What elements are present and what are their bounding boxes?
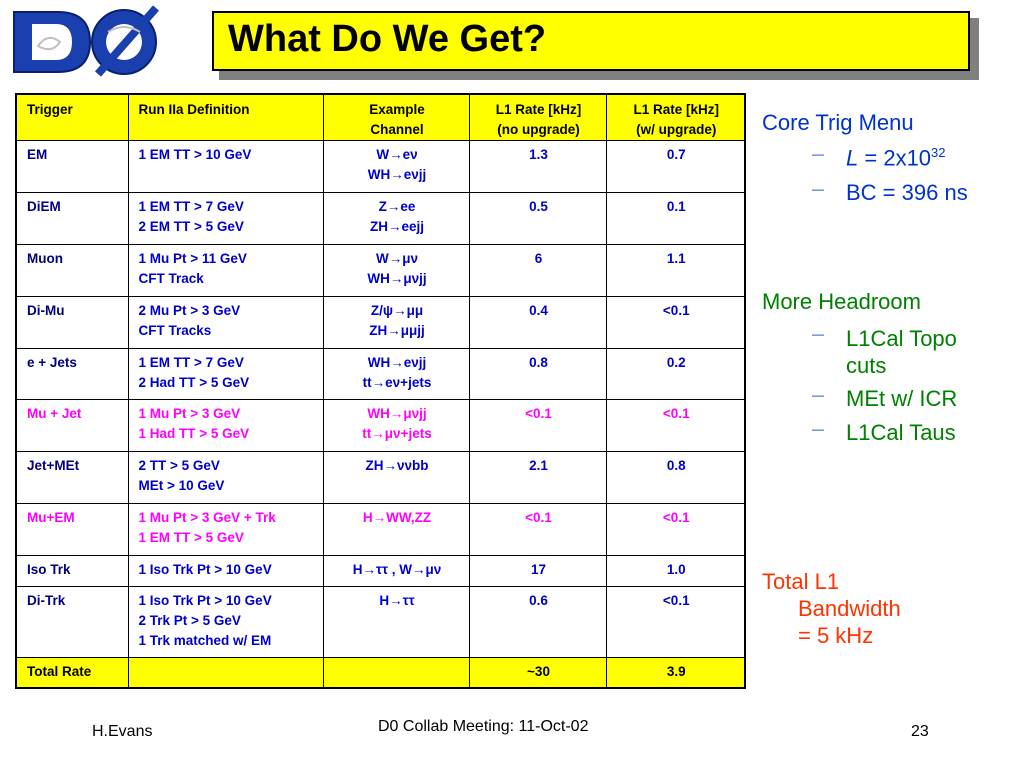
rate-upgrade: 0.7: [605, 140, 746, 193]
table-row: Mu+EM 1 Mu Pt > 3 GeV + Trk 1 EM TT > 5 G…: [15, 503, 746, 557]
rate-no-upgrade: 17: [468, 555, 607, 587]
table-row: EM 1 EM TT > 10 GeV W→eν WH→eνjj 1.3 0.7: [15, 140, 746, 193]
luminosity-exponent: 32: [931, 145, 946, 160]
definition: 2 Mu Pt > 3 GeV CFT Tracks: [127, 295, 324, 349]
header-rate-no-upgrade: L1 Rate [kHz] (no upgrade): [468, 93, 607, 141]
header-trigger: Trigger: [15, 93, 129, 141]
trigger-name: Mu + Jet: [15, 399, 129, 453]
rate-no-upgrade: <0.1: [468, 503, 607, 557]
header-channel: Example Channel: [322, 93, 470, 141]
channel: W→μν WH→μνjj: [322, 243, 470, 297]
header-definition: Run IIa Definition: [127, 93, 324, 141]
rate-no-upgrade: 0.6: [468, 585, 607, 658]
footer-page-number: 23: [911, 723, 929, 740]
channel: H→WW,ZZ: [322, 503, 470, 557]
channel: Z→ee ZH→eejj: [322, 191, 470, 245]
rate-upgrade: 1.1: [605, 243, 746, 297]
total-row: Total Rate ~30 3.9: [15, 656, 746, 689]
trigger-name: Di-Mu: [15, 295, 129, 349]
table-row: Jet+MEt 2 TT > 5 GeV MEt > 10 GeV ZH→ννbb…: [15, 451, 746, 505]
definition: 1 Mu Pt > 11 GeV CFT Track: [127, 243, 324, 297]
channel: H→ττ: [322, 585, 470, 658]
rate-upgrade: 0.2: [605, 347, 746, 401]
definition: 1 EM TT > 10 GeV: [127, 140, 324, 193]
definition: 1 EM TT > 7 GeV 2 Had TT > 5 GeV: [127, 347, 324, 401]
trigger-name: Mu+EM: [15, 503, 129, 557]
total-rate-upgrade: 3.9: [605, 656, 746, 689]
trigger-name: Iso Trk: [15, 555, 129, 587]
footer-meeting: D0 Collab Meeting: 11-Oct-02: [378, 718, 589, 735]
definition: 1 Mu Pt > 3 GeV 1 Had TT > 5 GeV: [127, 399, 324, 453]
table-row: Mu + Jet 1 Mu Pt > 3 GeV 1 Had TT > 5 GeV…: [15, 399, 746, 453]
rate-no-upgrade: <0.1: [468, 399, 607, 453]
headroom-item-text: L1Cal Taus: [846, 420, 956, 445]
table-row: DiEM 1 EM TT > 7 GeV 2 EM TT > 5 GeV Z→ee…: [15, 191, 746, 245]
headroom-item-text: L1Cal Topo: [846, 326, 957, 351]
table-row: e + Jets 1 EM TT > 7 GeV 2 Had TT > 5 GeV…: [15, 347, 746, 401]
trigger-name: e + Jets: [15, 347, 129, 401]
channel: WH→μνjj tt→μν+jets: [322, 399, 470, 453]
total-rate-no-upgrade: ~30: [468, 656, 607, 689]
rate-no-upgrade: 0.4: [468, 295, 607, 349]
rate-upgrade: 1.0: [605, 555, 746, 587]
title-box: What Do We Get?: [212, 11, 970, 71]
d0-logo: [8, 2, 166, 82]
channel: Z/ψ→μμ ZH→μμjj: [322, 295, 470, 349]
core-trig-heading: Core Trig Menu: [762, 110, 914, 135]
trigger-name: DiEM: [15, 191, 129, 245]
rate-upgrade: 0.8: [605, 451, 746, 505]
rate-no-upgrade: 2.1: [468, 451, 607, 505]
headroom-heading: More Headroom: [762, 289, 921, 314]
rate-no-upgrade: 1.3: [468, 140, 607, 193]
headroom-item-text-cont: cuts: [846, 353, 887, 378]
total-bandwidth-line3: = 5 kHz: [798, 623, 874, 648]
bunch-crossing-text: BC = 396 ns: [846, 180, 968, 205]
trigger-table: Trigger Run IIa Definition Example Chann…: [15, 93, 746, 689]
table-row: Di-Mu 2 Mu Pt > 3 GeV CFT Tracks Z/ψ→μμ ZH…: [15, 295, 746, 349]
dash-bullet: —: [812, 182, 824, 196]
dash-bullet: —: [812, 422, 824, 436]
table-header-row: Trigger Run IIa Definition Example Chann…: [15, 93, 746, 141]
headroom-item-text: MEt w/ ICR: [846, 386, 958, 411]
dash-bullet: —: [812, 147, 824, 161]
dash-bullet: —: [812, 327, 824, 341]
rate-upgrade: <0.1: [605, 503, 746, 557]
channel: W→eν WH→eνjj: [322, 140, 470, 193]
rate-upgrade: <0.1: [605, 585, 746, 658]
total-bandwidth-line1: Total L1: [762, 569, 840, 594]
channel: ZH→ννbb: [322, 451, 470, 505]
definition: 1 Mu Pt > 3 GeV + Trk 1 EM TT > 5 GeV: [127, 503, 324, 557]
trigger-name: Jet+MEt: [15, 451, 129, 505]
rate-no-upgrade: 0.8: [468, 347, 607, 401]
definition: 1 Iso Trk Pt > 10 GeV 2 Trk Pt > 5 GeV 1 T…: [127, 585, 324, 658]
rate-no-upgrade: 6: [468, 243, 607, 297]
footer-author: H.Evans: [92, 723, 153, 740]
table-row: Di-Trk 1 Iso Trk Pt > 10 GeV 2 Trk Pt > 5…: [15, 585, 746, 658]
total-channel: [322, 656, 470, 689]
dash-bullet: —: [812, 388, 824, 402]
rate-upgrade: <0.1: [605, 399, 746, 453]
total-bandwidth-line2: Bandwidth: [798, 596, 901, 621]
page-title: What Do We Get?: [228, 18, 547, 60]
luminosity-symbol: L: [846, 145, 859, 171]
definition: 2 TT > 5 GeV MEt > 10 GeV: [127, 451, 324, 505]
total-label: Total Rate: [15, 656, 129, 689]
rate-upgrade: 0.1: [605, 191, 746, 245]
total-bandwidth: Total L1 Bandwidth = 5 kHz: [762, 568, 901, 649]
total-definition: [127, 656, 324, 689]
definition: 1 Iso Trk Pt > 10 GeV: [127, 555, 324, 587]
luminosity-value: = 2x10: [864, 145, 932, 171]
channel: H→ττ , W→μν: [322, 555, 470, 587]
definition: 1 EM TT > 7 GeV 2 EM TT > 5 GeV: [127, 191, 324, 245]
rate-no-upgrade: 0.5: [468, 191, 607, 245]
rate-upgrade: <0.1: [605, 295, 746, 349]
trigger-name: Muon: [15, 243, 129, 297]
trigger-name: Di-Trk: [15, 585, 129, 658]
header-rate-upgrade: L1 Rate [kHz] (w/ upgrade): [605, 93, 746, 141]
table-row: Muon 1 Mu Pt > 11 GeV CFT Track W→μν WH→μν…: [15, 243, 746, 297]
table-row: Iso Trk 1 Iso Trk Pt > 10 GeV H→ττ , W→μ…: [15, 555, 746, 587]
trigger-name: EM: [15, 140, 129, 193]
channel: WH→eνjj tt→eν+jets: [322, 347, 470, 401]
